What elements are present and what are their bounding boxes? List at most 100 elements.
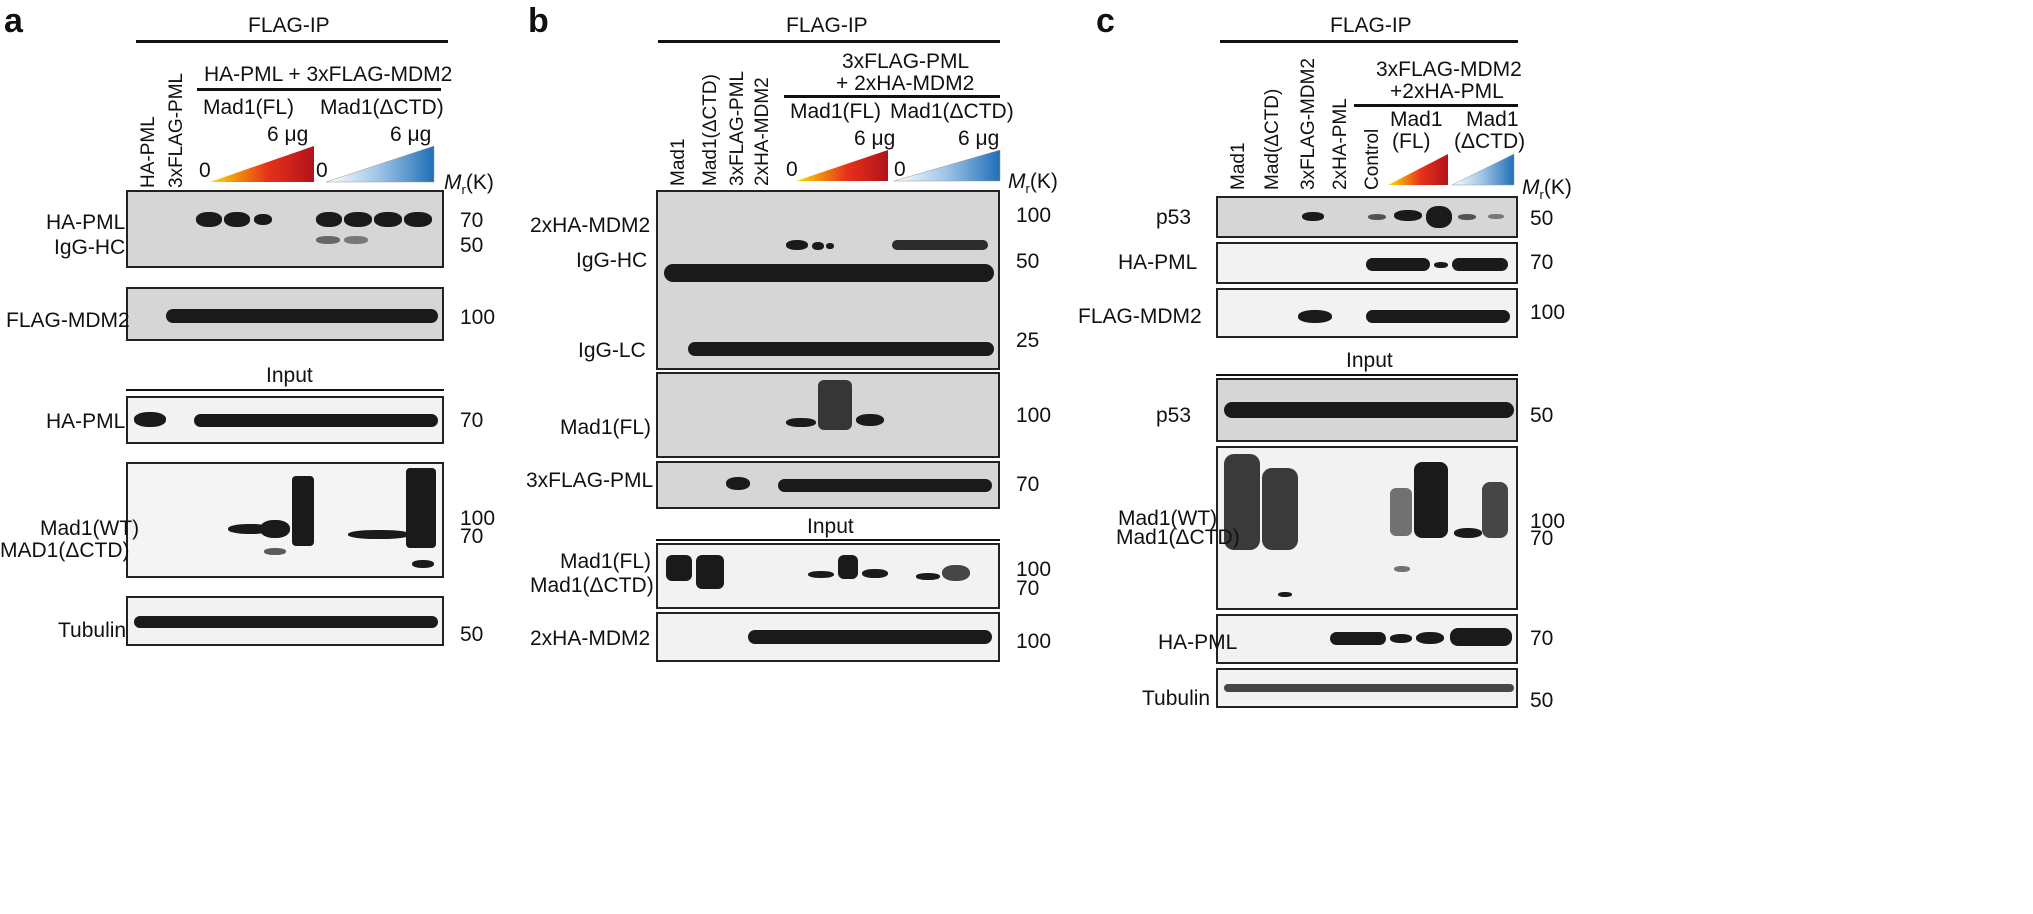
dose-min-label: 0 bbox=[316, 159, 328, 182]
mw-marker: 100 bbox=[1530, 510, 1566, 533]
fl-dose-wedge bbox=[210, 146, 314, 182]
mw-marker: 50 bbox=[460, 234, 484, 257]
lane-label: Control bbox=[1362, 128, 1383, 190]
mw-marker: 70 bbox=[1530, 251, 1554, 274]
row-label-flag-mdm2: FLAG-MDM2 bbox=[1078, 305, 1202, 328]
row-label-mad1-wt: Mad1(WT) bbox=[40, 517, 140, 540]
mw-marker: 70 bbox=[460, 525, 484, 548]
input-header: Input bbox=[266, 364, 313, 387]
row-label-mad1-dctd: MAD1(ΔCTD) bbox=[0, 539, 130, 562]
blot-mad1 bbox=[126, 462, 444, 578]
lane-label: Mad1 bbox=[668, 138, 689, 186]
mw-marker: 70 bbox=[460, 209, 484, 232]
row-label-input-ha-pml: HA-PML bbox=[46, 410, 126, 433]
blot-flag-pml bbox=[656, 461, 1000, 509]
group-header-line2: +2xHA-PML bbox=[1390, 80, 1504, 103]
panel-letter: b bbox=[528, 2, 549, 40]
blot-input-p53 bbox=[1216, 378, 1518, 442]
mw-marker: 70 bbox=[1530, 527, 1554, 550]
subgroup-label: Mad1 bbox=[1466, 108, 1519, 131]
ip-header: FLAG-IP bbox=[786, 14, 868, 37]
lane-label: 2xHA-PML bbox=[1330, 98, 1351, 190]
dose-min-label: 0 bbox=[786, 158, 798, 181]
group-header-line1: 3xFLAG-PML bbox=[842, 50, 970, 73]
blot-tubulin bbox=[1216, 668, 1518, 708]
blot-p53 bbox=[1216, 196, 1518, 238]
row-label-p53: p53 bbox=[1156, 206, 1192, 229]
mw-marker: 50 bbox=[1530, 404, 1554, 427]
mw-marker: 50 bbox=[1016, 250, 1040, 273]
blot-input-mad1 bbox=[1216, 446, 1518, 610]
fl-dose-wedge bbox=[1388, 154, 1448, 185]
blot-ip-main bbox=[656, 190, 1000, 370]
row-label-ha-pml: HA-PML bbox=[1118, 251, 1198, 274]
lane-label: Mad1(ΔCTD) bbox=[700, 74, 721, 186]
lane-label: 3xFLAG-PML bbox=[727, 70, 748, 186]
panel-letter: a bbox=[4, 2, 23, 40]
row-label-flag-pml: 3xFLAG-PML bbox=[526, 469, 654, 492]
dose-min-label: 0 bbox=[199, 159, 211, 182]
subgroup-label: (FL) bbox=[1392, 130, 1431, 153]
mw-marker: 100 bbox=[1530, 301, 1566, 324]
dose-max-label: 6 μg bbox=[854, 127, 896, 150]
blot-ha-pml bbox=[1216, 242, 1518, 284]
lane-label: 3xFLAG-PML bbox=[166, 72, 187, 188]
row-label-in-ha-pml: HA-PML bbox=[1158, 631, 1238, 654]
subgroup-label: Mad1(ΔCTD) bbox=[890, 100, 1014, 123]
subgroup-label: Mad1(FL) bbox=[203, 96, 295, 119]
subgroup-label: Mad1 bbox=[1390, 108, 1443, 131]
mw-marker: 50 bbox=[1530, 689, 1554, 712]
blot-input-ha-pml bbox=[1216, 614, 1518, 664]
mw-marker: 70 bbox=[1530, 627, 1554, 650]
mw-marker: 100 bbox=[1016, 404, 1052, 427]
mw-marker: 100 bbox=[1016, 204, 1052, 227]
mw-marker: 100 bbox=[1016, 558, 1052, 581]
row-label-igg-hc: IgG-HC bbox=[576, 249, 648, 272]
row-label-in-ha-mdm2: 2xHA-MDM2 bbox=[530, 627, 651, 650]
blot-tubulin bbox=[126, 596, 444, 646]
mw-marker: 70 bbox=[1016, 473, 1040, 496]
input-rule bbox=[126, 389, 444, 391]
input-rule bbox=[656, 539, 1000, 541]
blot-input-mad1 bbox=[656, 543, 1000, 609]
row-label-in-mad1-fl: Mad1(FL) bbox=[560, 550, 652, 573]
subgroup-label: Mad1(ΔCTD) bbox=[320, 96, 444, 119]
subgroup-label: Mad1(FL) bbox=[790, 100, 882, 123]
blot-mad1-fl bbox=[656, 372, 1000, 458]
mw-marker: 25 bbox=[1016, 329, 1040, 352]
input-header: Input bbox=[807, 515, 854, 538]
ip-header: FLAG-IP bbox=[248, 14, 330, 37]
dctd-dose-wedge bbox=[893, 149, 1001, 182]
group-rule bbox=[1354, 104, 1518, 107]
dctd-dose-wedge bbox=[325, 145, 435, 183]
row-label-mad1-wt: Mad1(WT) bbox=[1118, 507, 1218, 530]
mw-marker: 100 bbox=[460, 306, 496, 329]
mr-unit-label: Mr(K) bbox=[1522, 176, 1572, 203]
lane-label: HA-PML bbox=[138, 116, 159, 188]
blot-flag-mdm2 bbox=[126, 287, 444, 341]
row-label-in-p53: p53 bbox=[1156, 404, 1192, 427]
row-label-ha-mdm2: 2xHA-MDM2 bbox=[530, 214, 651, 237]
mw-marker: 100 bbox=[460, 507, 496, 530]
dctd-dose-wedge bbox=[1451, 153, 1515, 186]
row-label-tubulin: Tubulin bbox=[58, 619, 127, 642]
blot-input-ha-pml bbox=[126, 396, 444, 444]
mr-unit-label: Mr(K) bbox=[1008, 170, 1058, 197]
ip-header: FLAG-IP bbox=[1330, 14, 1412, 37]
row-label-igg-hc: IgG-HC bbox=[54, 236, 126, 259]
mw-marker: 70 bbox=[460, 409, 484, 432]
group-rule bbox=[784, 95, 1000, 98]
lane-label: 3xFLAG-MDM2 bbox=[1298, 58, 1319, 190]
mw-marker: 50 bbox=[460, 623, 484, 646]
mw-marker: 50 bbox=[1530, 207, 1554, 230]
input-header: Input bbox=[1346, 349, 1393, 372]
header-rule bbox=[136, 40, 448, 43]
input-rule bbox=[1216, 374, 1518, 376]
lane-label: 2xHA-MDM2 bbox=[752, 77, 773, 186]
blot-ha-pml-igg bbox=[126, 190, 444, 268]
row-label-in-mad1-dctd: Mad1(ΔCTD) bbox=[530, 574, 654, 597]
dose-min-label: 0 bbox=[894, 158, 906, 181]
lane-label: Mad(ΔCTD) bbox=[1262, 88, 1283, 190]
row-label-mad1-fl: Mad1(FL) bbox=[560, 416, 652, 439]
dose-max-label: 6 μg bbox=[267, 123, 309, 146]
